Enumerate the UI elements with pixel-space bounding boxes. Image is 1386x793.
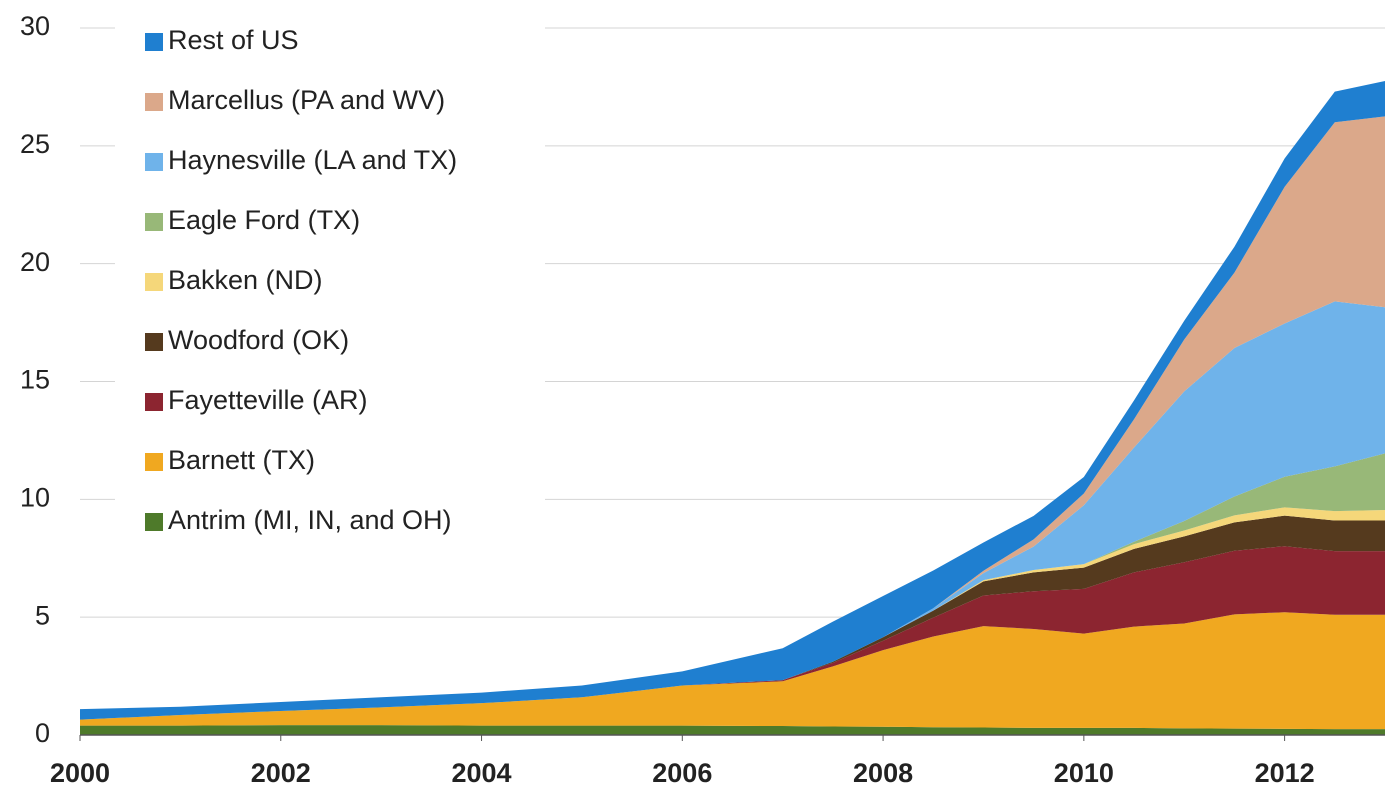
area	[80, 301, 1385, 720]
legend-label: Eagle Ford (TX)	[168, 205, 360, 235]
area	[80, 515, 1385, 720]
legend-label: Bakken (ND)	[168, 265, 323, 295]
x-tick-label: 2012	[1255, 758, 1315, 788]
legend-label: Marcellus (PA and WV)	[168, 85, 445, 115]
legend-background	[115, 20, 545, 550]
legend-swatch	[145, 93, 163, 111]
legend-swatch	[145, 273, 163, 291]
legend-label: Haynesville (LA and TX)	[168, 145, 457, 175]
y-tick-label: 10	[20, 482, 50, 512]
legend-label: Antrim (MI, IN, and OH)	[168, 505, 452, 535]
x-tick-label: 2004	[451, 758, 511, 788]
area	[80, 546, 1385, 720]
x-tick-label: 2006	[652, 758, 712, 788]
area	[80, 725, 1385, 735]
legend-swatch	[145, 453, 163, 471]
legend-label: Woodford (OK)	[168, 325, 349, 355]
x-tick-label: 2008	[853, 758, 913, 788]
y-tick-label: 0	[35, 718, 50, 748]
legend-swatch	[145, 213, 163, 231]
y-tick-label: 5	[35, 600, 50, 630]
legend-swatch	[145, 333, 163, 351]
legend-label: Rest of US	[168, 25, 299, 55]
x-tick-label: 2010	[1054, 758, 1114, 788]
x-tick-label: 2002	[251, 758, 311, 788]
y-tick-label: 15	[20, 365, 50, 395]
legend-swatch	[145, 513, 163, 531]
legend-swatch	[145, 33, 163, 51]
x-tick-label: 2000	[50, 758, 110, 788]
area	[80, 612, 1385, 730]
y-tick-label: 20	[20, 247, 50, 277]
y-tick-label: 30	[20, 11, 50, 41]
legend-label: Fayetteville (AR)	[168, 385, 368, 415]
y-tick-label: 25	[20, 129, 50, 159]
legend-swatch	[145, 393, 163, 411]
legend-label: Barnett (TX)	[168, 445, 315, 475]
legend-swatch	[145, 153, 163, 171]
